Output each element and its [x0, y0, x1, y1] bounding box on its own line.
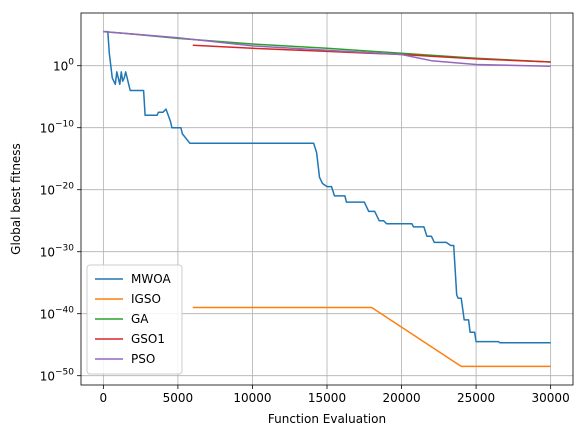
x-tick-label: 20000 — [382, 391, 420, 405]
legend-label: GSO1 — [131, 332, 165, 346]
y-axis-label: Global best fitness — [9, 143, 23, 255]
series-line-igso — [192, 306, 551, 368]
x-tick-label: 15000 — [308, 391, 346, 405]
y-tick-label: 10−10 — [40, 120, 75, 136]
legend-label: GA — [131, 312, 149, 326]
y-tick-exponent: 0 — [68, 58, 74, 68]
y-tick-label: 10−40 — [40, 306, 75, 322]
legend-box — [86, 264, 183, 375]
series-line-mwoa — [103, 30, 551, 344]
legend-label: MWOA — [131, 272, 171, 286]
axis-ticks: 0 5000 10000 15000 20000 25000 3000010010−1010… — [40, 58, 570, 405]
x-tick-label: 0 — [100, 391, 108, 405]
y-tick-base: 10 — [40, 246, 55, 260]
y-tick-exponent: −20 — [55, 182, 74, 192]
x-tick-label: 10000 — [233, 391, 271, 405]
y-tick-exponent: −40 — [55, 306, 74, 316]
y-tick-label: 100 — [53, 58, 74, 74]
series-line-gso1 — [192, 44, 551, 63]
x-tick-label: 5000 — [163, 391, 194, 405]
y-tick-base: 10 — [40, 308, 55, 322]
legend-label: PSO — [131, 352, 155, 366]
plot-lines — [103, 30, 551, 368]
y-tick-base: 10 — [40, 184, 55, 198]
y-tick-base: 10 — [40, 122, 55, 136]
y-tick-base: 10 — [40, 370, 55, 384]
y-tick-label: 10−20 — [40, 182, 75, 198]
legend-label: IGSO — [131, 292, 161, 306]
y-tick-label: 10−30 — [40, 244, 75, 260]
y-tick-exponent: −50 — [55, 368, 74, 378]
legend: MWOA IGSO GA GSO1 PSO — [86, 264, 183, 375]
x-axis-label: Function Evaluation — [268, 412, 386, 426]
plot-frame — [80, 12, 574, 386]
y-tick-label: 10−50 — [40, 368, 75, 384]
y-tick-base: 10 — [53, 60, 68, 74]
x-tick-label: 30000 — [532, 391, 570, 405]
x-tick-label: 25000 — [457, 391, 495, 405]
y-tick-exponent: −30 — [55, 244, 74, 254]
series-line-pso — [103, 30, 551, 68]
y-tick-exponent: −10 — [55, 120, 74, 130]
